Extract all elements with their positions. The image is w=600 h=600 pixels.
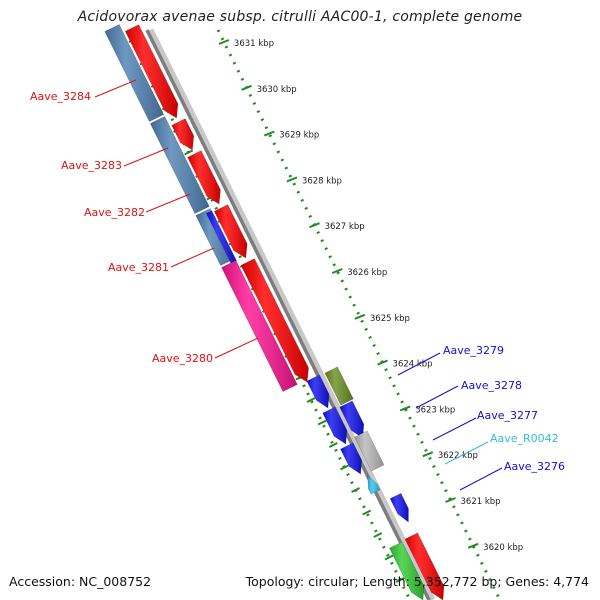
outer-axis-tick (306, 397, 316, 403)
genome-summary-text: Topology: circular; Length: 5,352,772 bp… (245, 574, 589, 589)
gene-red-segment-shade (214, 204, 248, 258)
gene-label-left[interactable]: Aave_3283 (61, 159, 122, 172)
gene-aave-3279-olive-shade (324, 366, 354, 406)
scale-tick (241, 84, 252, 91)
outer-axis-tick (373, 532, 383, 538)
gene-aave-3284-shade (104, 24, 164, 122)
gene-green-bottom-shade (389, 541, 424, 600)
gene-label-left[interactable]: Aave_3281 (108, 261, 169, 274)
scale-tick (331, 268, 343, 274)
callout-line (444, 441, 489, 465)
scale-tick (354, 313, 366, 320)
scale-tick-label: 3630 kbp (257, 85, 297, 95)
scale-tick-label: 3624 kbp (393, 360, 433, 370)
gene-aave-3284-red-shade (125, 24, 178, 118)
gene-grey-pseudo-shade (354, 430, 384, 472)
scale-tick (467, 542, 479, 549)
gene-label-right[interactable]: Aave_3276 (504, 460, 565, 473)
scale-tick-label: 3625 kbp (370, 314, 410, 324)
scale-tick-label: 3627 kbp (325, 222, 365, 232)
callout-line (214, 337, 259, 359)
outer-axis-tick (339, 464, 349, 471)
callout-line (415, 385, 459, 409)
gene-aave-3276-shade (390, 493, 409, 522)
gene-aave-3283-shade (150, 116, 210, 214)
callout-line (145, 193, 191, 213)
gene-aave-3280-shade (221, 260, 298, 392)
scale-tick-label: 3626 kbp (347, 268, 387, 278)
gene-features (104, 24, 445, 600)
scale-tick-label: 3622 kbp (438, 451, 478, 461)
gene-aave-3277-shade (339, 400, 364, 438)
gene-label-left[interactable]: Aave_3284 (30, 90, 91, 103)
gene-label-right[interactable]: Aave_3277 (477, 409, 538, 422)
gene-red-segment-shade (187, 150, 221, 204)
outer-axis-tick (317, 419, 327, 426)
scale-tick-label: 3628 kbp (302, 176, 342, 186)
callout-line (170, 247, 215, 268)
scale-tick-label: 3629 kbp (279, 131, 319, 141)
gene-red-segment-shade (241, 258, 309, 382)
gene-aave-3281-shade (206, 210, 237, 264)
scale-ticks: 3631 kbp 3630 kbp 3629 kbp 3628 kbp 3627 kbp… (128, 37, 523, 600)
gene-red-segment-shade (171, 118, 194, 150)
outer-axis-tick (328, 442, 338, 448)
outer-axis-tick (384, 554, 394, 561)
scale-tick-label: 3631 kbp (234, 39, 274, 49)
scale-tick-label: 3623 kbp (415, 405, 455, 415)
gene-label-left[interactable]: Aave_3280 (152, 352, 213, 365)
accession-text: Accession: NC_008752 (9, 574, 152, 589)
map-title: Acidovorax avenae subsp. citrulli AAC00-… (77, 9, 523, 25)
gene-label-right[interactable]: Aave_3279 (443, 344, 504, 357)
gene-red-bottom-shade (405, 532, 444, 600)
scale-tick-label: 3620 kbp (483, 543, 523, 553)
callout-line (459, 467, 503, 491)
outer-axis-tick (395, 577, 405, 583)
outer-axis-tick (351, 487, 361, 493)
gene-aave-3279-shade (306, 374, 329, 408)
scale-tick (377, 359, 388, 366)
backbone-line (145, 29, 431, 600)
outer-axis-tick (184, 149, 194, 156)
callout-line (397, 352, 441, 376)
callout-line (123, 147, 169, 167)
scale-tick (286, 176, 298, 183)
callout-line (94, 79, 137, 98)
scale-tick (445, 497, 456, 503)
scale-tick (399, 405, 411, 412)
callout-line (432, 417, 477, 441)
gene-label-left[interactable]: Aave_3282 (84, 206, 145, 219)
scale-tick (309, 222, 320, 229)
scale-tick (218, 39, 230, 45)
gene-blue-small-shade (340, 442, 362, 474)
scale-tick (422, 451, 434, 458)
gene-label-right[interactable]: Aave_R0042 (490, 432, 559, 445)
gene-label-right[interactable]: Aave_3278 (461, 379, 522, 392)
gene-aave-3278-shade (322, 406, 347, 444)
scale-tick (263, 130, 275, 137)
gene-aave-r0042-shade (367, 476, 381, 495)
backbone-line-shadow (146, 28, 436, 600)
scale-tick-label: 3621 kbp (461, 497, 501, 507)
outer-axis-tick (362, 509, 372, 516)
